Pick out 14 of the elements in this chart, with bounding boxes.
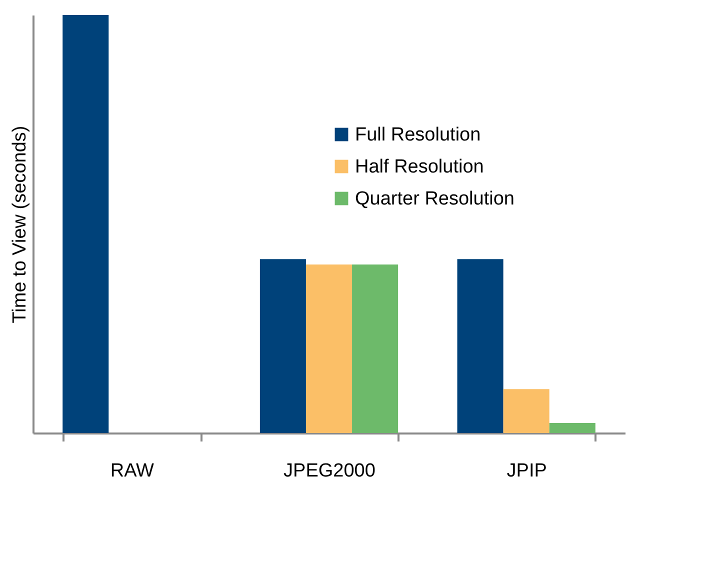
legend-label: Full Resolution (355, 124, 481, 146)
bar (306, 264, 352, 433)
bar (549, 422, 596, 433)
bar (503, 389, 550, 433)
x-tick-label: RAW (110, 460, 154, 482)
x-tick-label: JPEG2000 (284, 460, 376, 482)
bar (62, 15, 109, 433)
bar (457, 259, 504, 433)
bar (260, 259, 306, 433)
legend-label: Quarter Resolution (355, 188, 514, 210)
x-tick-label: JPIP (506, 460, 547, 482)
bar (352, 264, 398, 433)
legend-label: Half Resolution (355, 156, 484, 178)
y-axis-title: Time to View (seconds) (10, 126, 30, 324)
